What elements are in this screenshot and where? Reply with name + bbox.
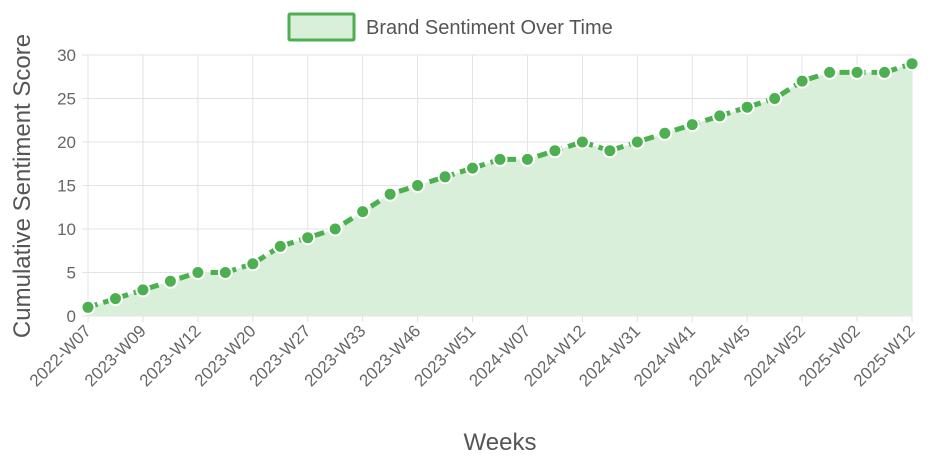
- data-point[interactable]: [410, 178, 426, 193]
- data-point[interactable]: [684, 117, 700, 133]
- y-axis-title: Cumulative Sentiment Score: [9, 34, 36, 338]
- y-tick-label: 15: [57, 177, 76, 196]
- x-axis-ticks: 2022-W072023-W092023-W122023-W202023-W27…: [26, 321, 919, 390]
- x-axis-title: Weeks: [464, 429, 537, 456]
- legend[interactable]: Brand Sentiment Over Time: [287, 12, 613, 42]
- data-point[interactable]: [629, 134, 645, 150]
- y-tick-label: 10: [57, 220, 76, 239]
- data-point[interactable]: [492, 151, 508, 167]
- data-point[interactable]: [80, 299, 96, 315]
- data-point[interactable]: [519, 151, 535, 167]
- y-tick-label: 20: [57, 133, 76, 152]
- data-point[interactable]: [602, 143, 618, 159]
- data-point[interactable]: [657, 125, 673, 141]
- data-point[interactable]: [382, 186, 398, 202]
- data-point[interactable]: [794, 73, 810, 89]
- y-axis-ticks: 0 5 10 15 20 25 30: [57, 46, 76, 326]
- data-point[interactable]: [712, 108, 728, 124]
- data-point[interactable]: [355, 204, 371, 220]
- data-point[interactable]: [190, 265, 206, 280]
- data-point[interactable]: [547, 143, 563, 159]
- data-point[interactable]: [767, 91, 783, 106]
- data-point[interactable]: [849, 64, 865, 80]
- data-point[interactable]: [107, 291, 123, 307]
- series-area-fill: [88, 63, 912, 317]
- data-point[interactable]: [822, 64, 838, 80]
- data-point[interactable]: [437, 169, 453, 185]
- data-point[interactable]: [904, 56, 920, 72]
- data-points: [80, 56, 920, 315]
- data-point[interactable]: [245, 256, 261, 272]
- data-point[interactable]: [877, 64, 893, 80]
- data-point[interactable]: [135, 282, 151, 298]
- y-tick-label: 0: [67, 307, 76, 326]
- data-point[interactable]: [217, 265, 233, 280]
- data-point[interactable]: [465, 160, 481, 176]
- data-point[interactable]: [739, 99, 755, 115]
- legend-label[interactable]: Brand Sentiment Over Time: [366, 17, 613, 39]
- y-tick-label: 30: [57, 46, 76, 65]
- y-tick-label: 25: [57, 90, 76, 109]
- data-point[interactable]: [162, 273, 178, 289]
- data-point[interactable]: [300, 230, 316, 246]
- data-point[interactable]: [574, 134, 590, 150]
- data-point[interactable]: [272, 238, 288, 254]
- data-point[interactable]: [327, 221, 343, 237]
- area-layer: [87, 61, 913, 317]
- y-tick-label: 5: [67, 264, 76, 283]
- legend-swatch[interactable]: [287, 12, 356, 42]
